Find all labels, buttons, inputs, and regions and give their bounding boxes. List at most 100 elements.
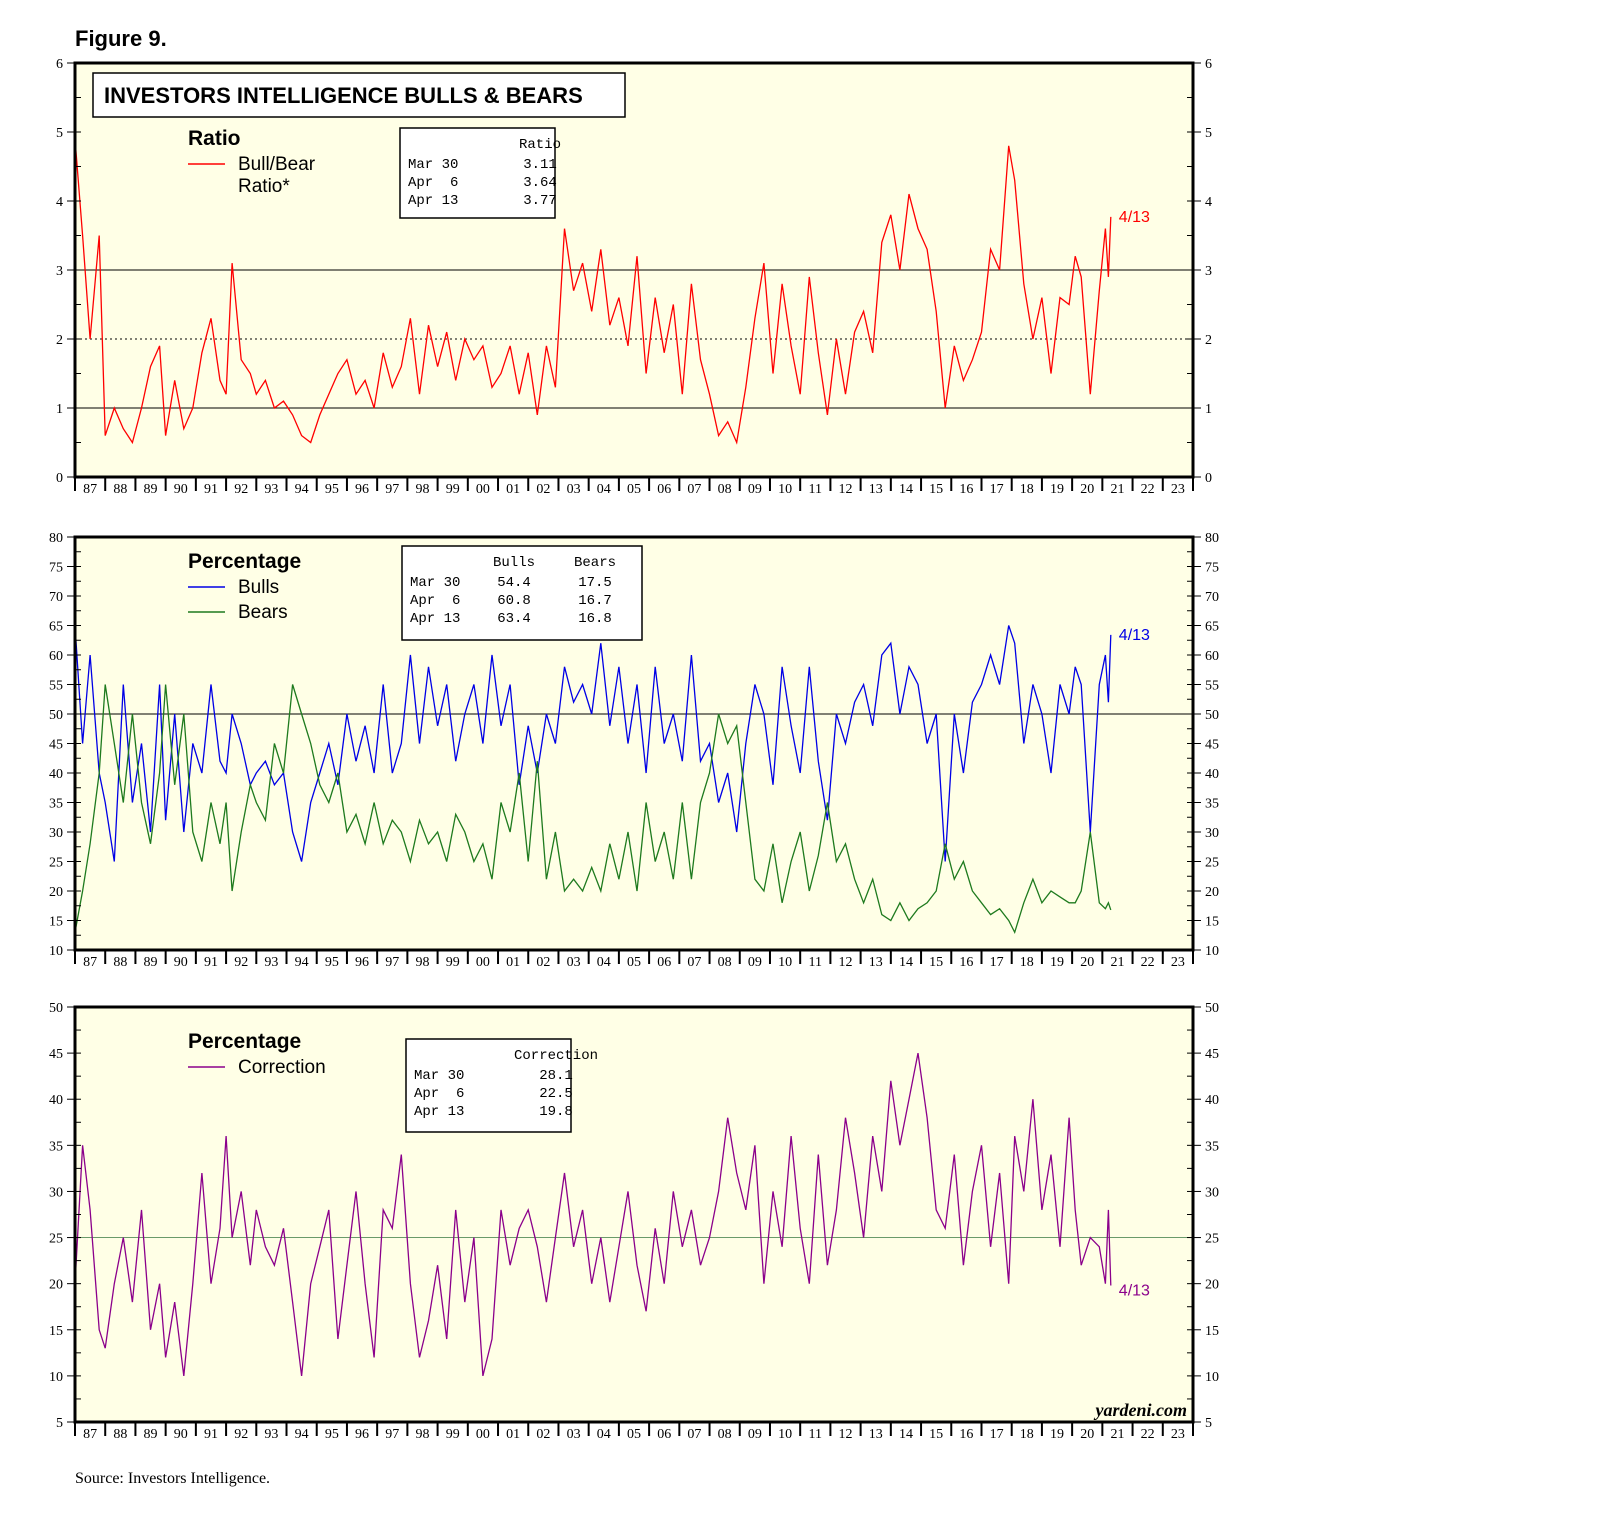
y-tick-label-left: 10 <box>49 944 63 959</box>
y-tick-label-right: 20 <box>1205 885 1219 900</box>
table-row-label: Mar 30 <box>408 157 458 173</box>
x-tick-label: 09 <box>748 482 762 497</box>
x-tick-label: 21 <box>1110 482 1124 497</box>
y-tick-label-left: 80 <box>49 531 63 546</box>
panel-bulls_bears: 10 10 15 15 20 20 25 25 30 30 35 35 40 40 45 45 50 50 55 55… <box>49 531 1219 970</box>
x-tick-label: 10 <box>778 1427 792 1442</box>
x-tick-label: 00 <box>476 482 490 497</box>
values-table <box>399 127 556 219</box>
y-tick-label-left: 55 <box>49 679 63 694</box>
legend-heading: Percentage <box>188 1030 301 1053</box>
x-tick-label: 23 <box>1171 482 1185 497</box>
y-tick-label-right: 80 <box>1205 531 1219 546</box>
x-tick-label: 88 <box>113 955 127 970</box>
x-tick-label: 11 <box>809 482 822 497</box>
y-tick-label-left: 10 <box>49 1370 63 1385</box>
y-tick-label-left: 40 <box>49 1093 63 1108</box>
x-tick-label: 94 <box>295 955 309 970</box>
table-header: Ratio <box>519 137 561 153</box>
y-tick-label-right: 5 <box>1205 126 1212 141</box>
legend-label: Bears <box>238 602 288 623</box>
table-cell: 22.5 <box>539 1086 573 1102</box>
y-tick-label-right: 30 <box>1205 826 1219 841</box>
x-tick-label: 04 <box>597 1427 611 1442</box>
series-line-bull-bear-ratio- <box>74 138 1112 445</box>
x-tick-label: 04 <box>597 482 611 497</box>
table-row-label: Apr 6 <box>408 175 458 191</box>
x-tick-label: 99 <box>446 1427 460 1442</box>
x-tick-label: 92 <box>234 482 248 497</box>
table-cell: 19.8 <box>539 1104 573 1120</box>
x-tick-label: 88 <box>113 482 127 497</box>
x-tick-label: 01 <box>506 1427 520 1442</box>
plot-area <box>75 1007 1193 1422</box>
x-tick-label: 17 <box>990 482 1004 497</box>
x-tick-label: 22 <box>1141 482 1155 497</box>
table-row-label: Apr 6 <box>410 593 460 609</box>
y-tick-label-left: 25 <box>49 1232 63 1247</box>
y-tick-label-left: 25 <box>49 856 63 871</box>
y-tick-label-left: 5 <box>56 1416 63 1431</box>
y-tick-label-right: 50 <box>1205 1001 1219 1016</box>
x-tick-label: 15 <box>929 482 943 497</box>
x-tick-label: 19 <box>1050 955 1064 970</box>
legend-heading: Ratio <box>188 127 241 150</box>
x-tick-label: 94 <box>295 482 309 497</box>
x-tick-label: 23 <box>1171 955 1185 970</box>
y-tick-label-left: 4 <box>56 195 63 210</box>
y-tick-label-right: 3 <box>1205 264 1212 279</box>
x-tick-label: 15 <box>929 955 943 970</box>
x-tick-label: 14 <box>899 482 913 497</box>
x-tick-label: 10 <box>778 482 792 497</box>
end-label: 4/13 <box>1119 1283 1150 1300</box>
y-tick-label-right: 50 <box>1205 708 1219 723</box>
x-tick-label: 05 <box>627 955 641 970</box>
y-tick-label-right: 35 <box>1205 1139 1219 1154</box>
y-tick-label-right: 15 <box>1205 915 1219 930</box>
table-cell: 3.11 <box>523 157 557 173</box>
y-tick-label-right: 75 <box>1205 561 1219 576</box>
x-tick-label: 09 <box>748 1427 762 1442</box>
y-tick-label-right: 5 <box>1205 1416 1212 1431</box>
x-tick-label: 03 <box>567 1427 581 1442</box>
y-tick-label-right: 1 <box>1205 402 1212 417</box>
x-tick-label: 19 <box>1050 1427 1064 1442</box>
chart-title: INVESTORS INTELLIGENCE BULLS & BEARS <box>104 83 583 108</box>
y-tick-label-left: 15 <box>49 1324 63 1339</box>
x-tick-label: 89 <box>144 1427 158 1442</box>
y-tick-label-left: 0 <box>56 471 63 486</box>
table-cell: 16.8 <box>578 611 612 627</box>
end-label: 4/13 <box>1119 627 1150 644</box>
table-cell: 28.1 <box>539 1068 573 1084</box>
x-tick-label: 07 <box>687 1427 701 1442</box>
y-tick-label-right: 45 <box>1205 1047 1219 1062</box>
x-tick-label: 08 <box>718 955 732 970</box>
x-tick-label: 02 <box>536 955 550 970</box>
y-tick-label-right: 45 <box>1205 738 1219 753</box>
x-tick-label: 06 <box>657 955 671 970</box>
x-tick-label: 08 <box>718 1427 732 1442</box>
y-tick-label-right: 20 <box>1205 1278 1219 1293</box>
x-tick-label: 97 <box>385 1427 399 1442</box>
table-cell: 63.4 <box>497 611 531 627</box>
y-tick-label-right: 40 <box>1205 767 1219 782</box>
table-cell: 17.5 <box>578 575 612 591</box>
x-tick-label: 98 <box>415 482 429 497</box>
y-tick-label-right: 55 <box>1205 679 1219 694</box>
x-tick-label: 93 <box>264 955 278 970</box>
x-tick-label: 17 <box>990 955 1004 970</box>
table-cell: 3.77 <box>523 193 557 209</box>
x-tick-label: 14 <box>899 1427 913 1442</box>
y-tick-label-right: 40 <box>1205 1093 1219 1108</box>
y-tick-label-left: 60 <box>49 649 63 664</box>
x-tick-label: 97 <box>385 482 399 497</box>
x-tick-label: 08 <box>718 482 732 497</box>
chart-title-box <box>92 72 626 118</box>
y-tick-label-right: 6 <box>1205 57 1212 72</box>
x-tick-label: 16 <box>959 1427 973 1442</box>
y-tick-label-left: 6 <box>56 57 63 72</box>
table-row-label: Apr 6 <box>414 1086 464 1102</box>
x-tick-label: 01 <box>506 955 520 970</box>
x-tick-label: 98 <box>415 1427 429 1442</box>
